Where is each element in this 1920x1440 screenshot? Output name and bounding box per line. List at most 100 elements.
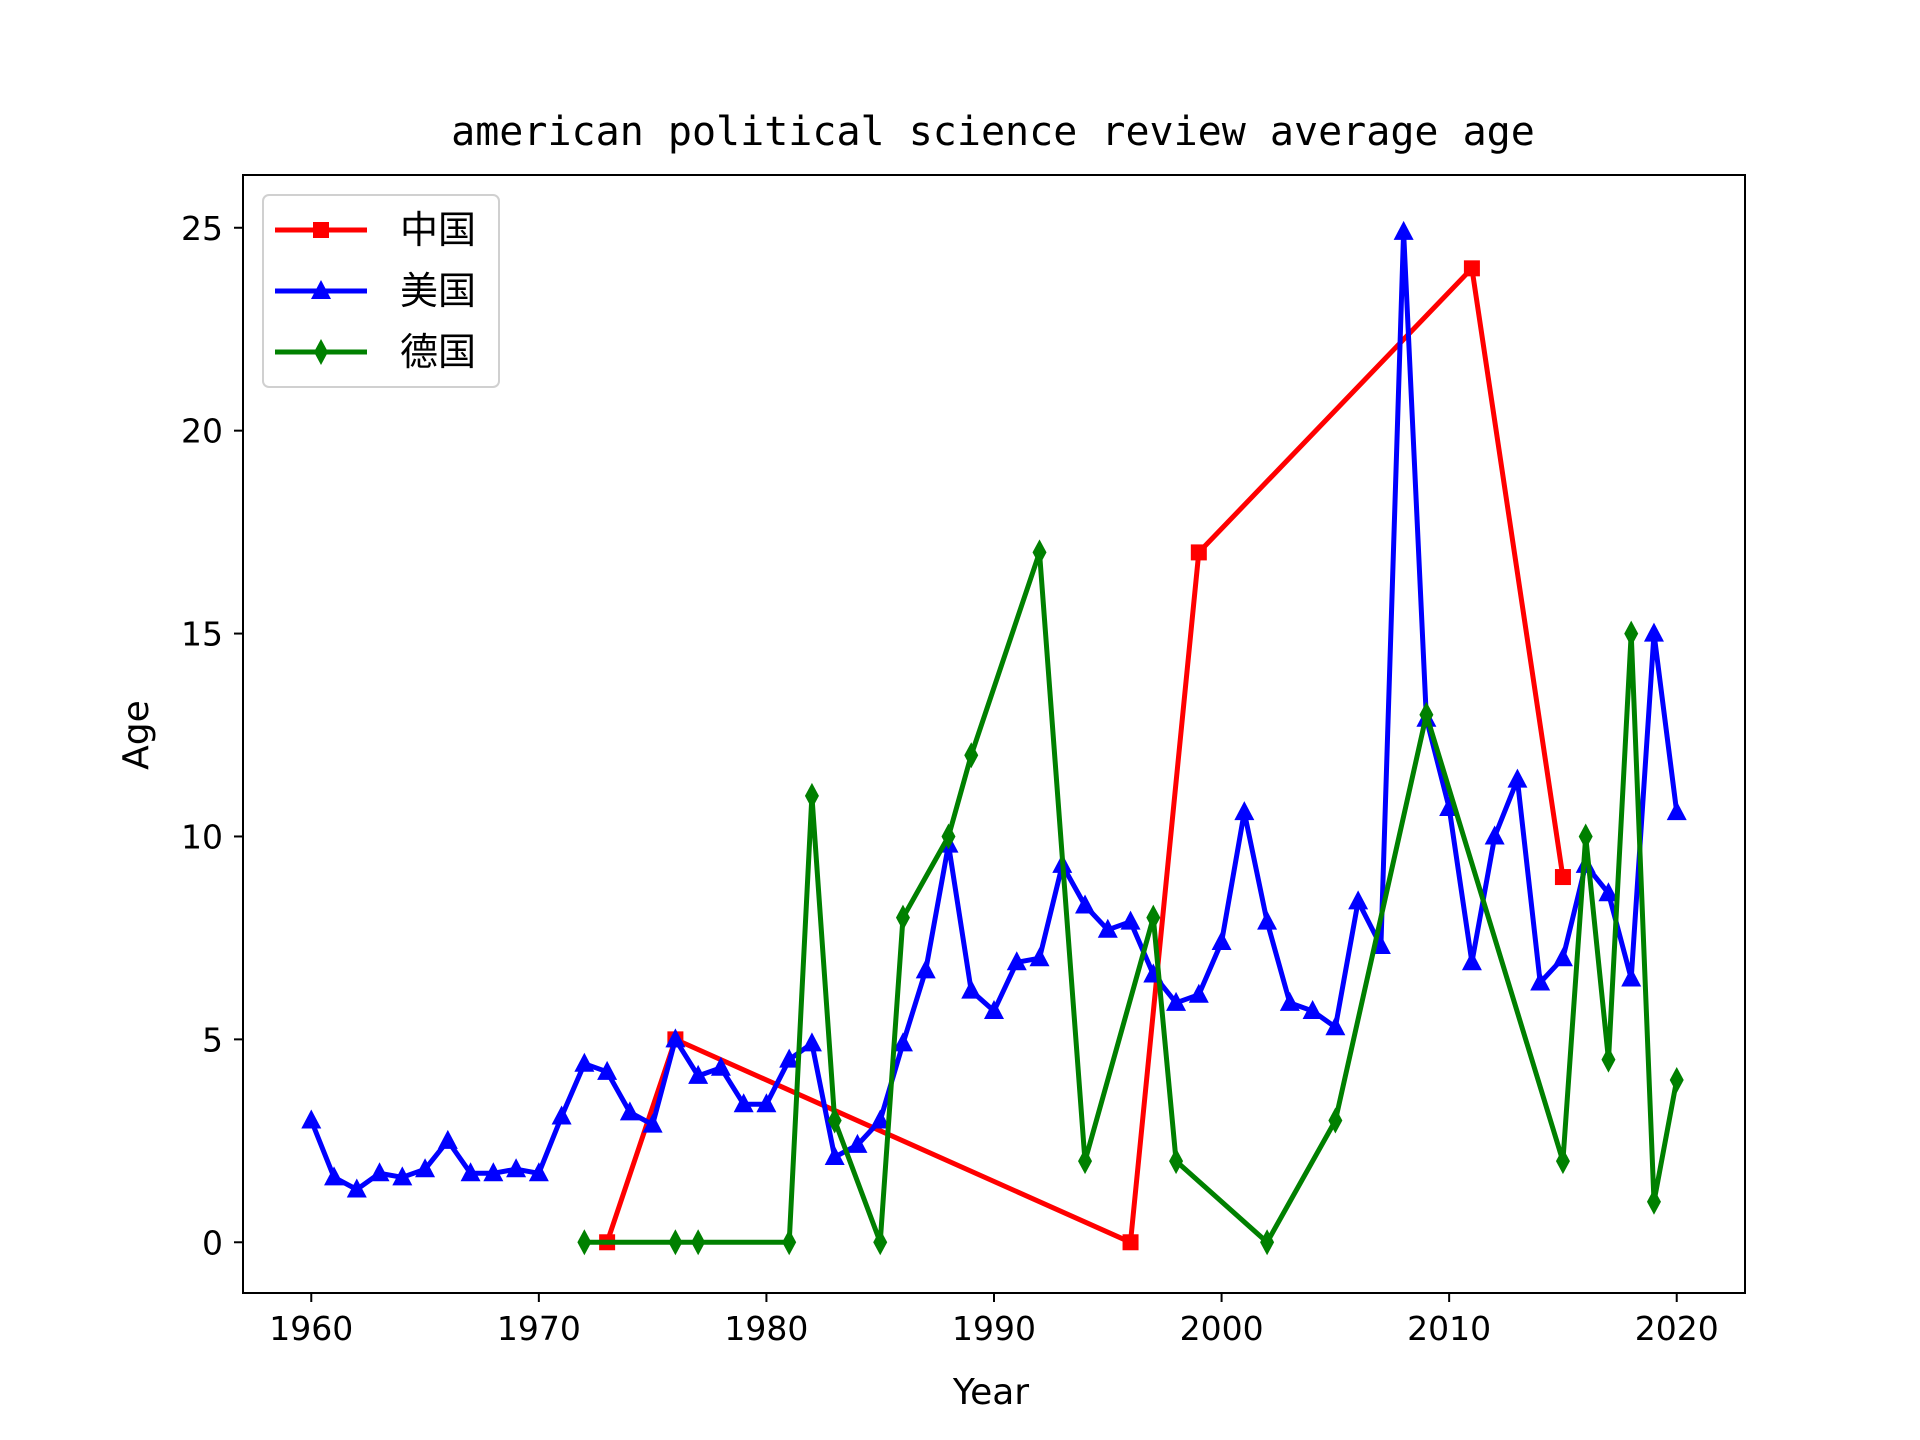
y-tick-label: 15: [181, 615, 223, 654]
data-point: [1461, 951, 1482, 971]
data-point: [1029, 947, 1050, 967]
data-point: [597, 1060, 618, 1080]
data-point: [782, 1229, 797, 1256]
data-point: [1260, 1229, 1275, 1256]
series-layer: [301, 220, 1687, 1256]
data-point: [1006, 951, 1027, 971]
data-point: [1530, 971, 1551, 991]
x-tick-label: 1980: [724, 1309, 808, 1348]
data-point: [1463, 260, 1480, 277]
legend-label: 中国: [400, 208, 476, 252]
data-point: [1032, 539, 1047, 566]
data-point: [688, 1064, 709, 1084]
data-point: [1507, 768, 1528, 788]
data-point: [460, 1162, 481, 1182]
legend-marker: [311, 280, 331, 299]
series-3: [577, 539, 1684, 1256]
data-point: [1419, 701, 1434, 728]
data-point: [1325, 1016, 1346, 1036]
data-point: [1302, 999, 1323, 1019]
legend-marker: [313, 222, 329, 238]
data-point: [1078, 1148, 1093, 1175]
data-point: [1234, 801, 1255, 821]
data-point: [346, 1178, 367, 1198]
data-point: [804, 782, 819, 809]
x-tick-label: 1990: [952, 1309, 1036, 1348]
data-point: [1122, 1234, 1139, 1251]
data-point: [1555, 1148, 1570, 1175]
data-point: [827, 1107, 842, 1134]
data-point: [941, 823, 956, 850]
x-tick-label: 2020: [1635, 1309, 1719, 1348]
data-point: [577, 1229, 592, 1256]
data-point: [870, 1109, 891, 1129]
data-point: [619, 1101, 640, 1121]
data-point: [1598, 882, 1619, 902]
data-point: [1348, 890, 1369, 910]
legend-item: 中国: [275, 208, 476, 252]
data-point: [1621, 967, 1642, 987]
data-point: [892, 1032, 913, 1052]
legend-label: 德国: [400, 330, 476, 374]
data-point: [392, 1166, 413, 1186]
y-tick-label: 20: [181, 412, 223, 451]
data-point: [961, 979, 982, 999]
data-point: [801, 1032, 822, 1052]
data-point: [1075, 894, 1096, 914]
x-tick-label: 2010: [1407, 1309, 1491, 1348]
data-point: [1552, 947, 1573, 967]
data-point: [506, 1158, 527, 1178]
data-point: [824, 1146, 845, 1166]
data-point: [733, 1093, 754, 1113]
x-tick-label: 1970: [497, 1309, 581, 1348]
legend-box: [262, 194, 500, 388]
x-tick-label: 2000: [1180, 1309, 1264, 1348]
legend-marker: [314, 339, 328, 365]
y-axis-ticks: 0 5 10 15 20 25: [181, 209, 243, 1262]
data-point: [668, 1229, 683, 1256]
data-point: [642, 1113, 663, 1133]
data-point: [1166, 991, 1187, 1011]
data-point: [1646, 1188, 1661, 1215]
data-point: [1328, 1107, 1343, 1134]
y-tick-label: 25: [181, 209, 223, 248]
data-point: [551, 1105, 572, 1125]
series-2: [301, 220, 1687, 1198]
legend-item: 德国: [275, 330, 476, 374]
data-point: [964, 742, 979, 769]
data-point: [483, 1162, 504, 1182]
data-point: [1643, 622, 1664, 642]
data-point: [691, 1229, 706, 1256]
data-point: [665, 1028, 686, 1048]
data-point: [895, 904, 910, 931]
plot-area: [242, 174, 1746, 1294]
data-point: [437, 1129, 458, 1149]
data-point: [1190, 544, 1207, 561]
data-point: [1120, 910, 1141, 930]
data-point: [1257, 910, 1278, 930]
data-point: [1624, 620, 1639, 647]
data-point: [1188, 983, 1209, 1003]
x-axis-label: Year: [952, 1372, 1029, 1413]
data-point: [710, 1056, 731, 1076]
data-point: [779, 1048, 800, 1068]
data-point: [1393, 220, 1414, 240]
data-point: [873, 1229, 888, 1256]
data-point: [1666, 801, 1687, 821]
data-point: [415, 1158, 436, 1178]
data-point: [369, 1162, 390, 1182]
data-point: [574, 1052, 595, 1072]
y-tick-label: 5: [202, 1020, 223, 1059]
data-point: [1484, 825, 1505, 845]
y-axis-label: Age: [116, 700, 157, 770]
data-point: [1211, 930, 1232, 950]
x-tick-label: 1960: [269, 1309, 353, 1348]
data-point: [1279, 991, 1300, 1011]
y-tick-label: 10: [181, 817, 223, 856]
chart-title: american political science review averag…: [451, 109, 1535, 155]
data-point: [1601, 1046, 1616, 1073]
data-point: [1669, 1066, 1684, 1093]
